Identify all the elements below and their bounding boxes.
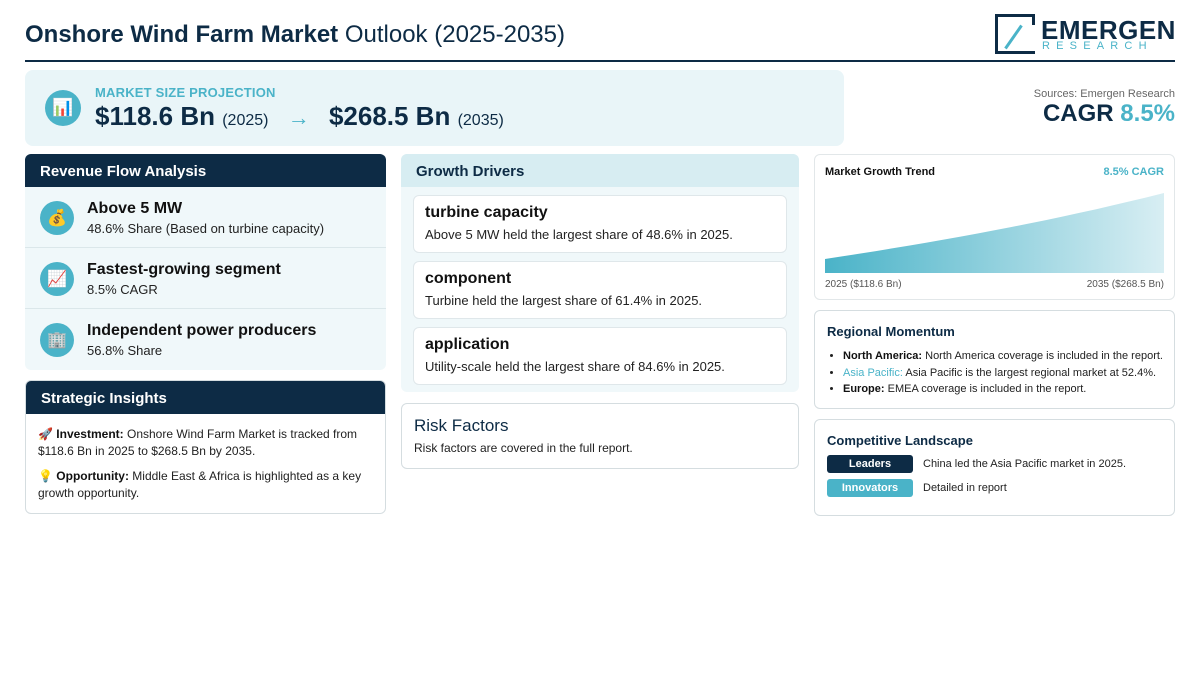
page-title-rest: Outlook (2025-2035) (344, 21, 565, 48)
innovators-text: Detailed in report (923, 482, 1007, 494)
region-text: North America coverage is included in th… (925, 350, 1163, 362)
driver-desc: Turbine held the largest share of 61.4% … (425, 293, 703, 308)
trend-up-icon: 📈 (40, 262, 74, 296)
driver-card: application Utility-scale held the large… (413, 327, 787, 385)
revenue-flow-title: Revenue Flow Analysis (25, 154, 386, 187)
end-value: $268.5 Bn (328, 101, 451, 131)
region-item: Asia Pacific: Asia Pacific is the larges… (843, 365, 1163, 382)
revenue-item-title: Above 5 MW (87, 200, 183, 217)
investment-insight: 🚀 Investment: Onshore Wind Farm Market i… (38, 426, 373, 460)
region-name: Asia Pacific: (843, 366, 903, 379)
cagr-number: 8.5% (1120, 100, 1175, 127)
opportunity-label: Opportunity: (56, 469, 129, 483)
driver-desc: Above 5 MW held the largest share of 48.… (425, 227, 733, 242)
cagr-label: CAGR (1042, 100, 1114, 127)
region-name: North America: (843, 350, 923, 362)
regional-list: North America: North America coverage is… (843, 348, 1163, 398)
regional-momentum-title: Regional Momentum (827, 324, 955, 339)
revenue-item: 💰 Above 5 MW 48.6% Share (Based on turbi… (25, 187, 386, 248)
strategic-insights-panel: Strategic Insights 🚀 Investment: Onshore… (25, 380, 386, 514)
risk-factors-panel: Risk Factors Risk factors are covered in… (401, 403, 799, 469)
competitive-landscape-title: Competitive Landscape (827, 433, 973, 448)
rocket-icon: 🚀 (38, 427, 53, 441)
driver-desc: Utility-scale held the largest share of … (425, 359, 725, 374)
end-year: (2035) (457, 112, 504, 129)
region-item: North America: North America coverage is… (843, 348, 1163, 365)
opportunity-text: Middle East & Africa is highlighted as a… (38, 469, 362, 500)
bar-chart-icon: 📊 (45, 90, 81, 126)
building-icon: 🏢 (40, 323, 74, 357)
revenue-item-sub: 48.6% Share (Based on turbine capacity) (87, 221, 325, 236)
lightbulb-icon: 💡 (38, 469, 53, 483)
regional-momentum-panel: Regional Momentum North America: North A… (814, 310, 1175, 409)
cagr-summary: Sources: Emergen Research CAGR 8.5% (1034, 88, 1175, 128)
investment-text: Onshore Wind Farm Market is tracked from… (38, 427, 358, 458)
revenue-item-sub: 56.8% Share (87, 343, 163, 358)
logo-sub: RESEARCH (1042, 40, 1153, 52)
driver-title: turbine capacity (425, 204, 548, 221)
sources-text: Sources: Emergen Research (1033, 88, 1175, 100)
investment-label: Investment: (56, 427, 124, 441)
opportunity-insight: 💡 Opportunity: Middle East & Africa is h… (38, 468, 373, 502)
start-value: $118.6 Bn (95, 101, 215, 131)
trend-start-label: 2025 ($118.6 Bn) (825, 279, 902, 290)
revenue-item-title: Independent power producers (87, 322, 317, 339)
risk-factors-title: Risk Factors (414, 416, 509, 435)
region-name: Europe: (843, 383, 885, 395)
region-text: Asia Pacific is the largest regional mar… (905, 366, 1157, 379)
trend-title: Market Growth Trend (825, 166, 936, 178)
trend-end-label: 2035 ($268.5 Bn) (1086, 279, 1164, 290)
competitive-landscape-panel: Competitive Landscape Leaders China led … (814, 419, 1175, 516)
driver-title: component (425, 270, 512, 287)
revenue-item-title: Fastest-growing segment (87, 261, 281, 278)
market-size-projection: 📊 MARKET SIZE PROJECTION $118.6 Bn (2025… (25, 70, 844, 146)
revenue-item-sub: 8.5% CAGR (87, 282, 158, 297)
driver-card: component Turbine held the largest share… (413, 261, 787, 319)
region-text: EMEA coverage is included in the report. (887, 383, 1087, 395)
driver-card: turbine capacity Above 5 MW held the lar… (413, 195, 787, 253)
growth-drivers-title: Growth Drivers (401, 154, 799, 187)
projection-values: $118.6 Bn (2025) → $268.5 Bn (2035) (95, 101, 504, 132)
revenue-item: 🏢 Independent power producers 56.8% Shar… (25, 309, 386, 370)
strategic-insights-title: Strategic Insights (26, 381, 385, 414)
trend-area (825, 193, 1164, 273)
money-bag-icon: 💰 (40, 201, 74, 235)
market-growth-trend: Market Growth Trend 8.5% CAGR 2025 ($118… (814, 154, 1175, 300)
region-item: Europe: EMEA coverage is included in the… (843, 381, 1163, 398)
revenue-item: 📈 Fastest-growing segment 8.5% CAGR (25, 248, 386, 309)
logo-mark-icon (995, 14, 1035, 54)
cagr-value: CAGR 8.5% (1034, 100, 1175, 128)
page-header: Onshore Wind Farm Market Outlook (2025-2… (25, 14, 1175, 62)
logo-name: EMERGEN (1041, 15, 1176, 45)
arrow-right-icon: → (287, 105, 310, 130)
emergen-logo: EMERGEN RESEARCH (995, 14, 1175, 56)
trend-chart (825, 193, 1164, 273)
leaders-text: China led the Asia Pacific market in 202… (923, 458, 1127, 470)
driver-title: application (425, 336, 510, 353)
risk-factors-desc: Risk factors are covered in the full rep… (414, 441, 633, 455)
leaders-badge: Leaders (827, 455, 913, 473)
start-year: (2025) (222, 112, 269, 129)
trend-cagr: 8.5% CAGR (1103, 166, 1164, 178)
revenue-flow-panel: Revenue Flow Analysis 💰 Above 5 MW 48.6%… (25, 154, 386, 370)
innovators-badge: Innovators (827, 479, 913, 497)
projection-label: MARKET SIZE PROJECTION (95, 85, 276, 100)
page-title: Onshore Wind Farm Market Outlook (2025-2… (25, 21, 565, 49)
growth-drivers-panel: Growth Drivers turbine capacity Above 5 … (401, 154, 799, 392)
page-title-bold: Onshore Wind Farm Market (25, 21, 339, 48)
